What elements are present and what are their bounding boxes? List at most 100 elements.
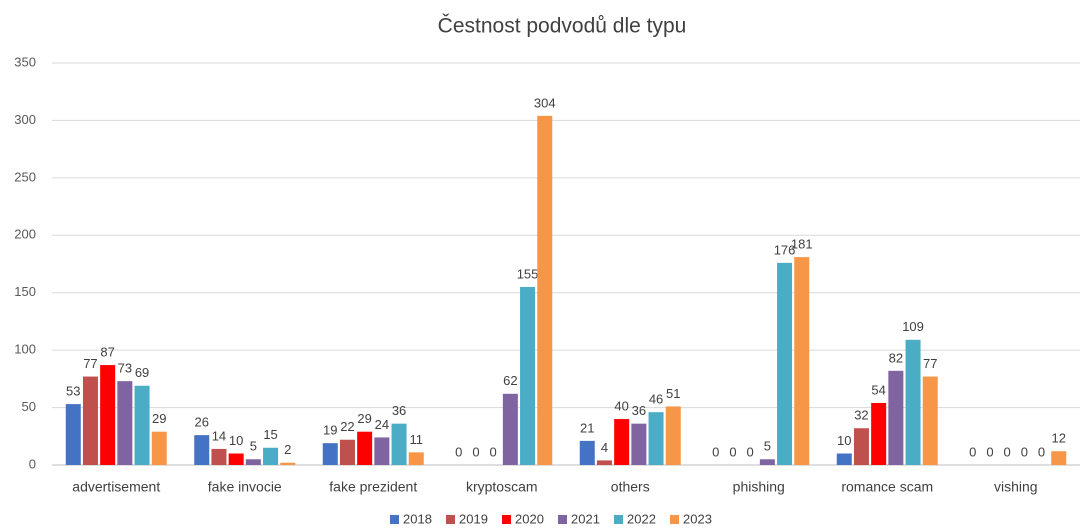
bar	[408, 452, 424, 465]
data-label: 0	[455, 444, 462, 459]
data-label: 181	[791, 237, 813, 252]
data-label: 54	[871, 382, 885, 397]
data-label: 62	[503, 373, 517, 388]
data-label: 11	[410, 432, 424, 447]
bar	[100, 365, 116, 465]
legend-swatch	[390, 515, 399, 524]
bar	[339, 439, 355, 465]
bar	[596, 460, 612, 465]
data-label: 21	[580, 420, 594, 435]
bar	[871, 402, 887, 465]
bar	[357, 431, 373, 465]
data-label: 77	[923, 356, 937, 371]
data-label: 40	[614, 398, 628, 413]
x-tick-label: phishing	[733, 479, 785, 495]
data-label: 0	[986, 444, 993, 459]
data-label: 0	[1021, 444, 1028, 459]
legend-label: 2022	[627, 511, 656, 526]
y-tick-label: 250	[14, 169, 36, 184]
y-tick-label: 100	[14, 342, 36, 357]
data-label: 29	[152, 411, 166, 426]
chart-title: Čestnost podvodů dle typu	[438, 15, 687, 38]
legend-swatch	[614, 515, 623, 524]
data-label: 0	[1038, 444, 1045, 459]
bar	[211, 448, 227, 465]
data-label: 82	[889, 350, 903, 365]
data-label: 36	[392, 403, 406, 418]
data-label: 87	[100, 345, 114, 360]
x-tick-label: fake invocie	[208, 479, 282, 495]
data-label: 69	[135, 365, 149, 380]
data-label: 10	[229, 433, 243, 448]
legend-swatch	[502, 515, 511, 524]
data-label: 4	[601, 440, 608, 455]
data-label: 0	[747, 444, 754, 459]
y-tick-label: 50	[22, 399, 36, 414]
data-label: 26	[195, 415, 209, 430]
bar	[151, 431, 167, 465]
x-tick-label: others	[611, 479, 650, 495]
data-label: 0	[1004, 444, 1011, 459]
legend-swatch	[558, 515, 567, 524]
data-label: 5	[764, 439, 771, 454]
data-label: 15	[263, 427, 277, 442]
bar	[836, 453, 852, 465]
legend-swatch	[670, 515, 679, 524]
bar	[263, 447, 279, 465]
bar	[648, 412, 664, 465]
data-label: 77	[83, 356, 97, 371]
data-label: 12	[1052, 431, 1066, 446]
y-tick-label: 150	[14, 284, 36, 299]
bar	[228, 453, 244, 465]
legend-label: 2019	[459, 511, 488, 526]
data-label: 109	[902, 319, 924, 334]
data-label: 0	[969, 444, 976, 459]
data-label: 155	[517, 266, 539, 281]
data-label: 29	[357, 411, 371, 426]
legend-label: 2020	[515, 511, 544, 526]
data-label: 10	[837, 433, 851, 448]
bar	[905, 339, 921, 465]
data-label: 0	[472, 444, 479, 459]
bar	[520, 286, 536, 465]
data-label: 36	[632, 403, 646, 418]
data-label: 2	[284, 442, 291, 457]
bar	[502, 393, 518, 465]
legend-label: 2018	[403, 511, 432, 526]
data-label: 22	[340, 419, 354, 434]
y-tick-label: 300	[14, 112, 36, 127]
data-label: 51	[666, 386, 680, 401]
bar	[777, 262, 793, 465]
legend-swatch	[446, 515, 455, 524]
y-tick-label: 350	[14, 54, 36, 69]
bar	[280, 462, 296, 465]
bar	[1051, 451, 1067, 465]
bar	[579, 440, 595, 465]
bar	[117, 381, 133, 465]
bar	[194, 435, 210, 465]
bar	[134, 385, 150, 465]
bar	[374, 437, 390, 465]
bar	[614, 419, 630, 465]
x-tick-label: fake prezident	[329, 479, 417, 495]
data-label: 32	[854, 408, 868, 423]
data-label: 5	[250, 439, 257, 454]
bar	[794, 257, 810, 465]
x-tick-label: vishing	[994, 479, 1038, 495]
data-label: 73	[118, 361, 132, 376]
data-label: 24	[375, 417, 389, 432]
bar	[65, 404, 81, 465]
bar	[631, 423, 647, 465]
y-tick-label: 200	[14, 227, 36, 242]
data-label: 0	[729, 444, 736, 459]
data-label: 14	[212, 428, 226, 443]
x-tick-label: kryptoscam	[466, 479, 538, 495]
data-label: 46	[649, 392, 663, 407]
x-tick-label: advertisement	[72, 479, 160, 495]
legend-label: 2021	[571, 511, 600, 526]
data-label: 0	[490, 444, 497, 459]
bar	[82, 376, 98, 465]
data-label: 53	[66, 384, 80, 399]
x-tick-label: romance scam	[841, 479, 933, 495]
